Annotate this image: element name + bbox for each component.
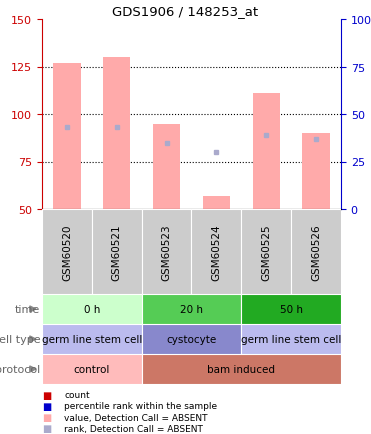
Text: control: control xyxy=(74,364,110,374)
Text: value, Detection Call = ABSENT: value, Detection Call = ABSENT xyxy=(64,413,208,422)
Bar xyxy=(241,324,341,354)
Text: GDS1906 / 148253_at: GDS1906 / 148253_at xyxy=(112,5,259,18)
Bar xyxy=(142,210,191,294)
Bar xyxy=(42,354,142,384)
Text: cell type: cell type xyxy=(0,334,40,344)
Text: 0 h: 0 h xyxy=(83,304,100,314)
Text: GSM60521: GSM60521 xyxy=(112,224,122,280)
Bar xyxy=(142,354,341,384)
Bar xyxy=(53,63,81,210)
Bar xyxy=(253,94,280,210)
Bar xyxy=(142,324,241,354)
Bar xyxy=(302,134,330,210)
Text: ■: ■ xyxy=(42,401,51,411)
Text: ■: ■ xyxy=(42,390,51,400)
Text: GSM60524: GSM60524 xyxy=(211,224,221,280)
Bar xyxy=(92,210,142,294)
Bar xyxy=(153,124,180,210)
Bar xyxy=(42,294,142,324)
Text: 20 h: 20 h xyxy=(180,304,203,314)
Text: time: time xyxy=(15,304,40,314)
Bar xyxy=(241,294,341,324)
Bar xyxy=(203,196,230,210)
Text: percentile rank within the sample: percentile rank within the sample xyxy=(64,401,217,411)
Bar xyxy=(103,58,131,210)
Bar xyxy=(42,324,142,354)
Bar xyxy=(191,210,241,294)
Text: GSM60526: GSM60526 xyxy=(311,224,321,280)
Text: cystocyte: cystocyte xyxy=(166,334,217,344)
Text: GSM60525: GSM60525 xyxy=(261,224,271,280)
Text: germ line stem cell: germ line stem cell xyxy=(42,334,142,344)
Bar xyxy=(42,210,92,294)
Text: ■: ■ xyxy=(42,412,51,422)
Bar xyxy=(142,294,241,324)
Text: germ line stem cell: germ line stem cell xyxy=(241,334,341,344)
Bar xyxy=(291,210,341,294)
Text: protocol: protocol xyxy=(0,364,40,374)
Text: GSM60523: GSM60523 xyxy=(162,224,171,280)
Text: ■: ■ xyxy=(42,424,51,434)
Text: 50 h: 50 h xyxy=(280,304,303,314)
Text: rank, Detection Call = ABSENT: rank, Detection Call = ABSENT xyxy=(64,424,203,433)
Text: bam induced: bam induced xyxy=(207,364,275,374)
Text: GSM60520: GSM60520 xyxy=(62,224,72,280)
Bar xyxy=(241,210,291,294)
Text: count: count xyxy=(64,390,90,399)
